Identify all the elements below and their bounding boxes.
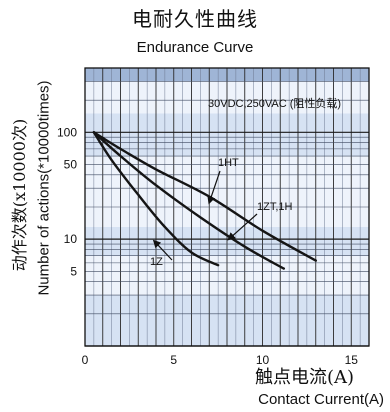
plot-frame xyxy=(84,67,370,347)
chart-title: 电耐久性曲线 xyxy=(132,7,258,31)
series-line-1zt-1h xyxy=(92,131,285,270)
y-tick-label: 50 xyxy=(64,157,78,171)
callout-label-1ht: 1HT xyxy=(218,157,239,169)
y-tick-label: 5 xyxy=(70,264,77,278)
callout-label-1zt-1h: 1ZT,1H xyxy=(257,201,293,213)
y-tick-labels: 5 10 50 100 xyxy=(57,125,77,278)
x-tick-label: 0 xyxy=(82,353,89,367)
chart-subtitle: Endurance Curve xyxy=(136,39,254,56)
y-tick-label: 100 xyxy=(57,125,77,139)
x-tick-labels: 0 5 10 15 xyxy=(82,353,359,367)
callout-arrow-1zt-1h xyxy=(227,213,258,241)
series-callouts: 1HT 1ZT,1H 1Z xyxy=(150,157,293,268)
x-tick-label: 5 xyxy=(170,353,177,367)
plot-border xyxy=(84,67,370,347)
y-tick-label: 10 xyxy=(64,232,78,246)
series-line-1ht xyxy=(92,131,317,262)
series-line-1z xyxy=(92,131,220,267)
x-axis-label-en: Contact Current(A) xyxy=(258,391,384,408)
load-condition-annotation: 30VDC,250VAC (阻性负载) xyxy=(208,96,341,110)
x-tick-label: 15 xyxy=(345,353,359,367)
callout-arrow-1ht xyxy=(207,170,221,205)
callout-label-1z: 1Z xyxy=(150,256,163,268)
x-axis-label-cn: 触点电流(A) xyxy=(254,367,354,388)
callout-arrow-1z xyxy=(152,239,173,261)
x-tick-label: 10 xyxy=(256,353,270,367)
grid-lines xyxy=(84,67,370,347)
series-lines xyxy=(92,131,317,270)
